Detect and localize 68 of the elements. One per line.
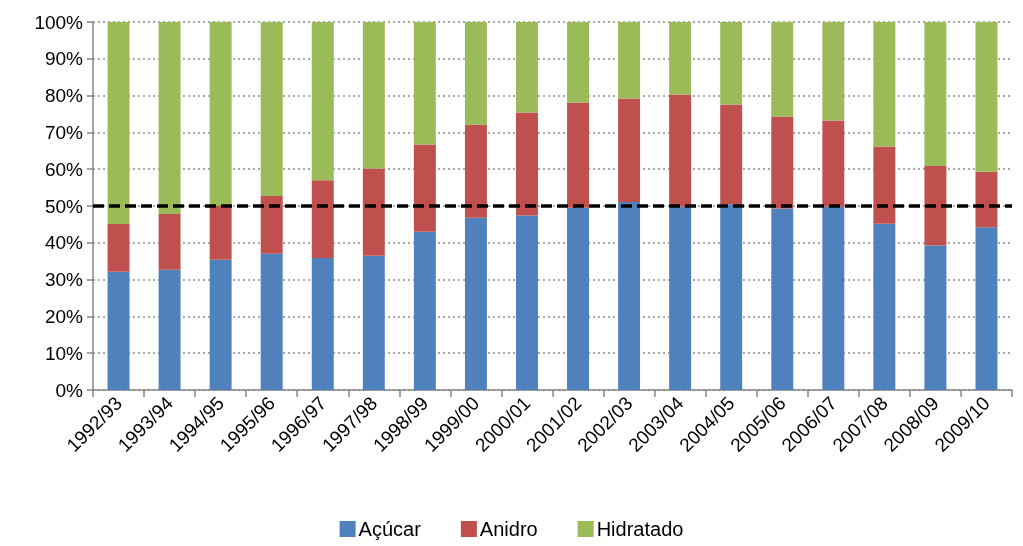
bar <box>516 22 538 113</box>
bar <box>362 168 385 256</box>
bar <box>311 180 334 258</box>
bar <box>618 201 641 390</box>
bar <box>464 22 487 125</box>
bar <box>975 22 998 172</box>
y-tick-label: 90% <box>44 48 84 70</box>
y-tick-label: 80% <box>44 85 84 107</box>
bar <box>669 22 692 95</box>
bar <box>822 206 845 390</box>
bar <box>567 102 589 208</box>
bar <box>567 207 589 390</box>
y-tick-label: 10% <box>44 342 84 364</box>
bar <box>924 245 947 390</box>
bar <box>771 22 794 117</box>
y-tick-label: 100% <box>34 11 84 33</box>
bar <box>260 22 283 197</box>
y-tick-label: 0% <box>55 379 84 401</box>
bar <box>158 22 181 215</box>
bar <box>975 227 998 390</box>
bar <box>567 22 589 103</box>
bar <box>822 22 845 121</box>
bar <box>464 124 487 218</box>
bar <box>362 22 385 169</box>
bar <box>720 204 743 390</box>
bar <box>209 259 232 390</box>
y-tick-label: 50% <box>44 195 84 217</box>
bar <box>158 214 181 270</box>
legend-label: Hidratado <box>596 518 684 540</box>
bar <box>516 215 538 390</box>
y-tick-label: 20% <box>44 305 84 327</box>
bar <box>618 22 641 99</box>
bar <box>771 208 794 390</box>
legend-label: Açúcar <box>358 518 422 540</box>
bar <box>618 98 641 202</box>
bar <box>413 144 436 232</box>
bar <box>209 206 232 260</box>
bar <box>516 112 538 216</box>
bar <box>873 223 896 390</box>
bar <box>771 116 794 209</box>
bar <box>464 217 487 390</box>
bar <box>873 22 896 147</box>
bar <box>362 255 385 390</box>
y-tick-label: 70% <box>44 121 84 143</box>
bar <box>209 22 232 206</box>
bar <box>107 224 130 272</box>
bar <box>669 94 692 207</box>
bar <box>107 271 130 390</box>
y-tick-label: 30% <box>44 269 84 291</box>
bar <box>873 146 896 224</box>
bar <box>669 206 692 390</box>
bar <box>924 165 947 246</box>
bar <box>822 120 845 207</box>
bar <box>260 253 283 390</box>
bar <box>720 22 743 105</box>
y-tick-label: 40% <box>44 232 84 254</box>
bar <box>158 269 181 390</box>
bar <box>975 171 998 228</box>
y-tick-label: 60% <box>44 158 84 180</box>
bar <box>311 257 334 390</box>
bar <box>107 22 130 225</box>
bar <box>260 196 283 254</box>
legend-label: Anidro <box>479 518 538 540</box>
bar <box>311 22 334 181</box>
bar <box>924 22 947 166</box>
bar <box>720 104 743 205</box>
bar <box>413 22 436 145</box>
bar <box>413 231 436 390</box>
